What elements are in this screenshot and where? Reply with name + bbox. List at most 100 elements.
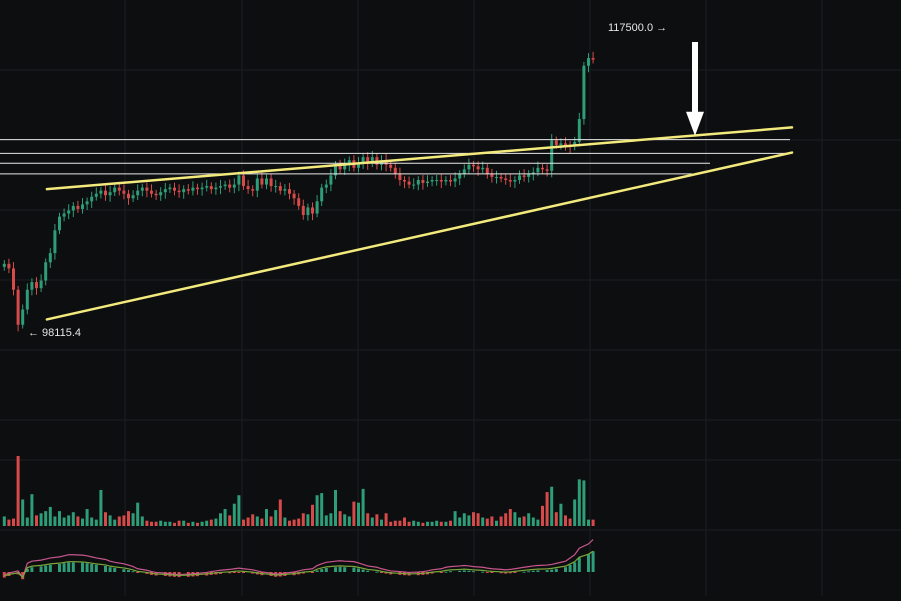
macd-histogram-bar — [449, 571, 452, 573]
candle-body — [168, 187, 172, 190]
volume-bar — [255, 516, 259, 526]
candle-body — [412, 184, 416, 186]
volume-bar — [324, 515, 328, 526]
candle-body — [219, 186, 222, 188]
candle-body — [306, 207, 310, 216]
volume-bar — [191, 521, 195, 526]
candle-body — [274, 186, 278, 188]
macd-histogram-bar — [242, 572, 245, 573]
macd-histogram-bar — [352, 567, 356, 572]
volume-bar — [375, 514, 379, 526]
candle-body — [269, 178, 273, 187]
volume-bar — [416, 521, 420, 526]
candle-body — [58, 216, 61, 231]
macd-histogram-bar — [237, 572, 241, 573]
macd-histogram-bar — [573, 562, 577, 572]
macd-histogram-bar — [485, 572, 489, 573]
volume-bar — [173, 522, 176, 526]
candle-body — [490, 173, 494, 177]
candle-body — [7, 263, 11, 269]
volume-bar — [554, 512, 558, 526]
candle-body — [545, 169, 549, 171]
macd-histogram-bar — [527, 571, 531, 573]
macd-histogram-bar — [444, 571, 448, 573]
candle-body — [131, 195, 135, 199]
candle-body — [205, 186, 209, 188]
volume-bar — [186, 522, 190, 526]
candle-body — [398, 173, 402, 180]
volume-bar — [393, 520, 397, 526]
macd-histogram-bar — [71, 562, 75, 572]
candle-body — [384, 160, 388, 165]
volume-bar — [44, 511, 48, 526]
macd-histogram-bar — [108, 567, 112, 572]
volume-bar — [251, 514, 255, 526]
low-price-label: ← 98115.4 — [28, 327, 81, 339]
candle-body — [90, 196, 94, 202]
candle-body — [550, 140, 554, 171]
macd-histogram-bar — [513, 572, 517, 573]
candle-body — [495, 176, 498, 178]
macd-histogram-bar — [568, 564, 572, 572]
candle-body — [485, 167, 489, 174]
macd-histogram-bar — [30, 567, 34, 572]
candle-body — [357, 163, 360, 168]
macd-histogram-bar — [591, 551, 595, 572]
volume-bar — [35, 515, 38, 526]
volume-bar — [384, 513, 388, 526]
volume-bar — [278, 499, 282, 526]
candle-body — [94, 193, 98, 197]
volume-bar — [2, 516, 6, 526]
candle-body — [182, 189, 186, 193]
candle-body — [122, 190, 126, 194]
candle-body — [163, 189, 167, 193]
candle-body — [209, 186, 213, 190]
candle-body — [186, 189, 190, 191]
volume-bar — [485, 518, 489, 526]
macd-histogram-bar — [481, 571, 485, 573]
macd-histogram-bar — [550, 569, 554, 572]
macd-histogram-bar — [228, 572, 232, 574]
volume-bar — [403, 517, 406, 526]
candle-body — [462, 169, 466, 174]
candle-body — [191, 187, 195, 191]
volume-bar — [30, 494, 34, 526]
volume-bar — [334, 489, 337, 526]
macd-histogram-bar — [430, 572, 434, 574]
volume-bar — [531, 517, 535, 526]
volume-bar — [426, 521, 429, 526]
volume-bar — [140, 516, 144, 526]
candle-body — [449, 180, 452, 182]
candle-body — [370, 157, 374, 164]
candle-body — [324, 184, 328, 188]
macd-histogram-bar — [504, 572, 508, 574]
candle-body — [499, 176, 503, 179]
volume-bar — [370, 517, 374, 526]
macd-histogram-bar — [94, 564, 98, 572]
candle-body — [177, 190, 181, 193]
volume-bar — [7, 519, 11, 526]
candle-body — [288, 189, 291, 194]
volume-bar — [274, 510, 278, 526]
volume-bar — [288, 520, 291, 526]
candle-body — [536, 167, 540, 173]
volume-bar — [223, 509, 227, 526]
volume-bar — [200, 521, 204, 526]
candle-body — [260, 178, 264, 185]
volume-bar — [439, 521, 443, 526]
volume-bar — [559, 503, 563, 526]
macd-histogram-bar — [48, 564, 52, 572]
volume-bar — [361, 488, 365, 526]
volume-bar — [292, 519, 296, 526]
macd-histogram-bar — [81, 562, 84, 572]
volume-bar — [177, 520, 181, 526]
volume-bar — [214, 518, 218, 526]
volume-bar — [481, 517, 485, 526]
macd-histogram-bar — [380, 572, 383, 573]
volume-bar — [435, 520, 439, 526]
volume-bar — [573, 499, 577, 526]
volume-bar — [85, 509, 89, 526]
volume-bar — [490, 516, 494, 526]
